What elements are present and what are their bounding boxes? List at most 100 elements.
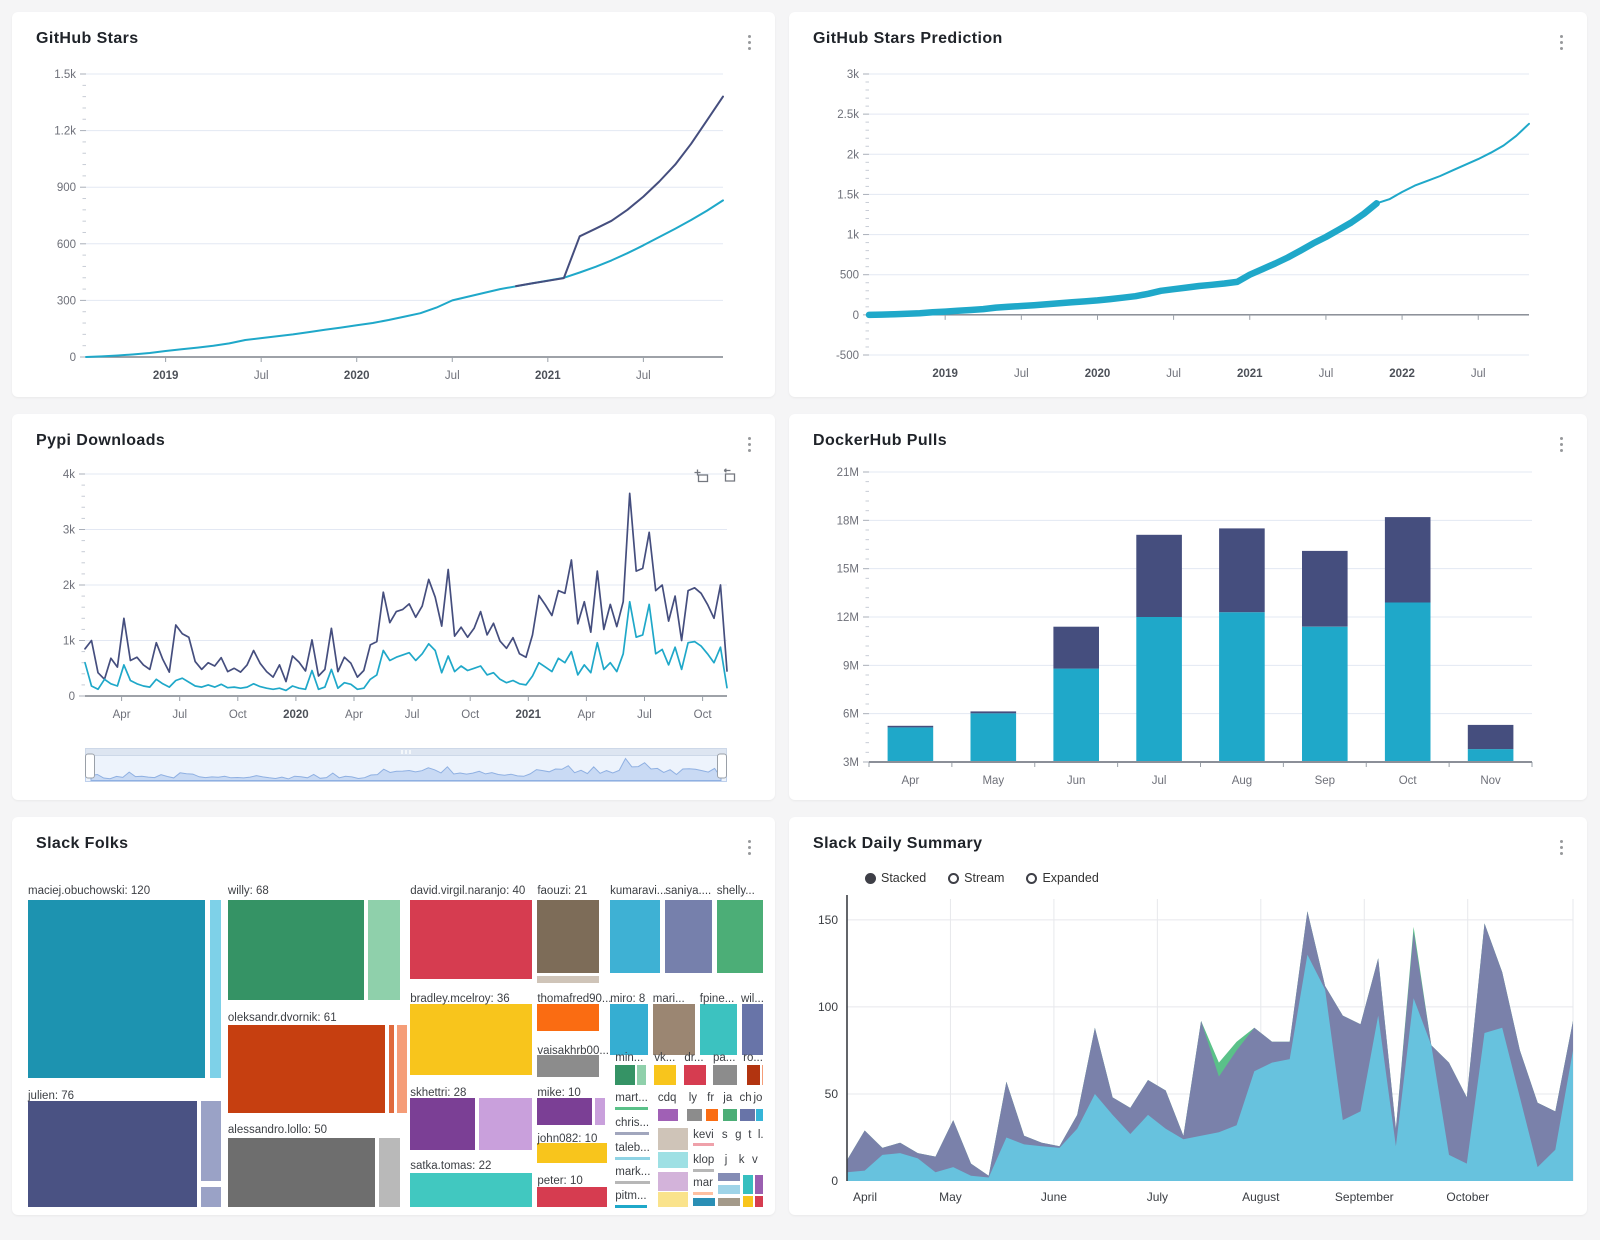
svg-text:0: 0 (70, 352, 76, 364)
treemap-cell[interactable] (657, 1108, 678, 1122)
treemap-label: bradley.mcelroy: 36 (410, 992, 510, 1005)
svg-text:Sep: Sep (1315, 775, 1335, 787)
github-stars-chart[interactable]: 0 300 600 900 1.2k 1.5k 2019 Jul 2020 Jul 2021 Jul (12, 58, 775, 397)
treemap-cell[interactable] (388, 1024, 395, 1114)
restore-icon[interactable] (721, 468, 737, 483)
treemap-label: mark... (615, 1166, 651, 1184)
svg-text:Oct: Oct (229, 709, 248, 721)
treemap-cell[interactable] (368, 899, 400, 1001)
treemap-cell[interactable] (741, 1004, 763, 1056)
treemap-cell[interactable] (652, 1004, 695, 1056)
panel-menu-button[interactable] (1556, 30, 1568, 55)
panel-title: DockerHub Pulls (813, 432, 948, 449)
treemap-cell[interactable] (537, 899, 600, 974)
treemap-cell[interactable] (610, 899, 661, 974)
zoom-select-icon[interactable] (693, 468, 709, 483)
treemap-label: v (751, 1153, 758, 1166)
treemap-cell[interactable] (537, 1098, 592, 1125)
svg-text:0: 0 (853, 310, 859, 322)
treemap-cell[interactable] (716, 899, 763, 974)
svg-text:2.5k: 2.5k (837, 109, 859, 121)
github-stars-prediction-chart[interactable]: -500 0 500 1k 1.5k 2k 2.5k 3k 2019 Jul 2020 Jul 2021… (789, 58, 1587, 397)
treemap-label: vk... (654, 1052, 676, 1065)
treemap-cell[interactable] (396, 1024, 407, 1114)
treemap-cell[interactable] (761, 1064, 763, 1085)
svg-text:May: May (982, 775, 1004, 787)
treemap-cell[interactable] (378, 1138, 400, 1207)
treemap-cell[interactable] (706, 1108, 719, 1122)
treemap-cell[interactable] (537, 1004, 600, 1031)
treemap-cell[interactable] (687, 1108, 702, 1122)
treemap-cell[interactable] (699, 1004, 737, 1056)
treemap-cell[interactable] (693, 1198, 716, 1206)
treemap-cell[interactable] (718, 1185, 741, 1195)
datazoom-slider[interactable] (85, 748, 727, 782)
treemap-cell[interactable] (28, 899, 206, 1078)
treemap-label: ch (739, 1091, 752, 1104)
treemap-cell[interactable] (410, 1098, 475, 1151)
treemap-cell[interactable] (537, 1143, 608, 1164)
treemap-cell[interactable] (657, 1192, 689, 1207)
panel-github-stars-prediction: GitHub Stars Prediction -500 0 500 1k 1.5k 2k… (789, 12, 1587, 397)
treemap-cell[interactable] (201, 1101, 222, 1181)
panel-menu-button[interactable] (1556, 432, 1568, 457)
treemap-cell[interactable] (201, 1187, 222, 1207)
treemap-cell[interactable] (754, 1196, 763, 1207)
treemap-cell[interactable] (657, 1171, 689, 1191)
legend-item-stacked[interactable]: Stacked (865, 871, 926, 885)
treemap-cell[interactable] (657, 1152, 689, 1168)
svg-text:Jun: Jun (1067, 775, 1086, 787)
treemap-cell[interactable] (479, 1098, 533, 1151)
treemap-cell[interactable] (722, 1108, 738, 1122)
treemap-cell[interactable] (594, 1098, 605, 1125)
treemap-cell[interactable] (227, 1138, 375, 1207)
treemap-cell[interactable] (227, 1024, 386, 1114)
treemap-cell[interactable] (743, 1196, 754, 1207)
treemap-cell[interactable] (756, 1108, 763, 1122)
treemap-cell[interactable] (410, 899, 533, 980)
svg-text:6M: 6M (843, 709, 859, 721)
treemap-cell[interactable] (743, 1174, 754, 1195)
treemap-cell[interactable] (615, 1064, 636, 1085)
svg-text:May: May (939, 1190, 962, 1204)
treemap-cell[interactable] (657, 1127, 689, 1151)
treemap-cell[interactable] (537, 1187, 608, 1207)
treemap-cell[interactable] (537, 975, 600, 984)
treemap-cell[interactable] (746, 1064, 761, 1085)
panel-menu-button[interactable] (744, 432, 756, 457)
treemap-cell[interactable] (227, 899, 364, 1001)
treemap-cell[interactable] (654, 1064, 676, 1085)
treemap-cell[interactable] (665, 899, 713, 974)
treemap-cell[interactable] (713, 1064, 738, 1085)
treemap-cell[interactable] (740, 1108, 755, 1122)
slider-handle-right[interactable] (717, 753, 727, 779)
treemap-cell[interactable] (28, 1101, 198, 1207)
treemap-cell[interactable] (209, 899, 222, 1078)
svg-text:August: August (1242, 1190, 1280, 1204)
slack-folks-treemap[interactable]: maciej.obuchowski: 120 julien: 76 willy: 6… (28, 879, 764, 1208)
treemap-cell[interactable] (610, 1004, 649, 1056)
svg-text:4k: 4k (63, 469, 75, 481)
treemap-cell[interactable] (684, 1064, 707, 1085)
dockerhub-pulls-chart[interactable]: 3M 6M 9M 12M 15M 18M 21M Apr May Jun Jul Aug Sep Oct N… (789, 460, 1587, 800)
panel-menu-button[interactable] (744, 835, 756, 860)
slider-handle-left[interactable] (85, 753, 95, 779)
treemap-cell[interactable] (410, 1172, 533, 1207)
svg-text:Apr: Apr (345, 709, 363, 721)
legend-item-expanded[interactable]: Expanded (1026, 871, 1099, 885)
treemap-cell[interactable] (537, 1055, 600, 1077)
legend-item-stream[interactable]: Stream (948, 871, 1004, 885)
treemap-cell[interactable] (754, 1174, 763, 1195)
svg-text:150: 150 (818, 913, 838, 927)
svg-text:Jul: Jul (405, 709, 420, 721)
treemap-cell[interactable] (718, 1172, 741, 1181)
treemap-cell[interactable] (637, 1064, 647, 1085)
treemap-cell[interactable] (410, 1004, 533, 1075)
panel-menu-button[interactable] (744, 30, 756, 55)
pypi-downloads-chart[interactable]: 0 1k 2k 3k 4k Apr Jul Oct 2020 Apr Jul Oct 2021 Apr Ju… (12, 460, 775, 730)
treemap-label: david.virgil.naranjo: 40 (410, 884, 526, 897)
panel-menu-button[interactable] (1556, 835, 1568, 860)
treemap-cell[interactable] (718, 1198, 741, 1206)
slack-daily-summary-chart[interactable]: 0 50 100 150 April May June July August September… (789, 891, 1587, 1213)
